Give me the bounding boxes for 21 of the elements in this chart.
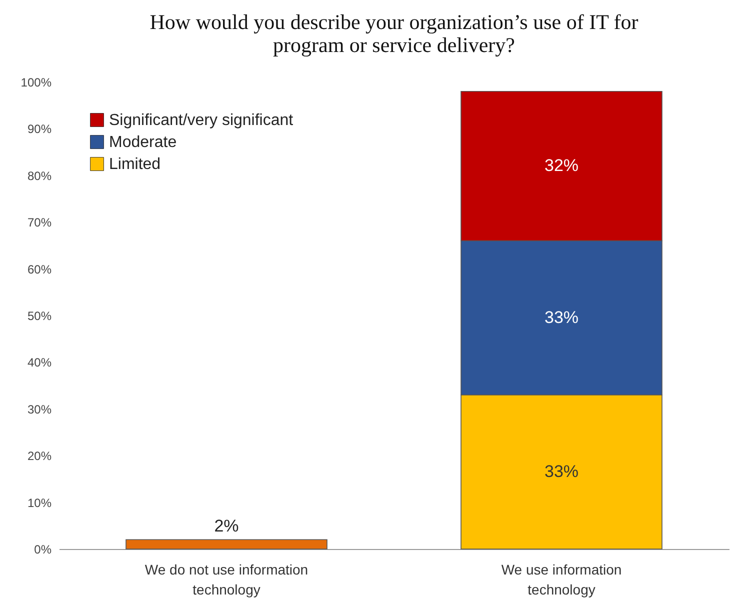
legend-label: Significant/very significant [109, 112, 294, 129]
x-tick-label: We do not use information technology [144, 562, 308, 598]
y-tick-label: 50% [27, 309, 52, 323]
data-label: 32% [544, 156, 579, 176]
legend-label: Moderate [109, 134, 177, 151]
y-tick-label: 100% [20, 76, 52, 90]
y-tick-label: 90% [27, 122, 52, 136]
y-tick-label: 60% [27, 262, 52, 276]
y-tick-label: 40% [27, 356, 52, 370]
y-tick-label: 10% [27, 496, 52, 510]
y-tick-label: 30% [27, 402, 52, 416]
chart-title: How would you describe your organization’s use of IT for program or service delivery? [150, 10, 638, 57]
y-tick-label: 70% [27, 216, 52, 230]
y-tick-label: 20% [27, 449, 52, 464]
data-label: 2% [214, 516, 239, 536]
data-label: 33% [544, 308, 579, 327]
data-label: 33% [544, 462, 579, 481]
legend-label: Limited [109, 156, 161, 173]
y-tick-label: 0% [34, 542, 52, 556]
x-tick-label: We use information technology [501, 562, 622, 598]
y-tick-label: 80% [27, 168, 52, 183]
